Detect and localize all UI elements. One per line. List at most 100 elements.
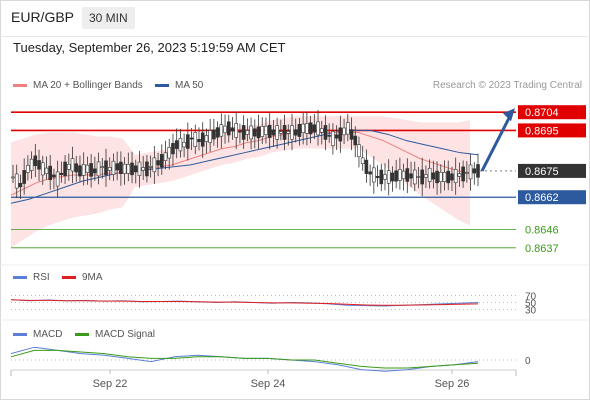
legend-ma20: MA 20 + Bollinger Bands bbox=[13, 80, 143, 91]
candle-body bbox=[22, 170, 26, 184]
level-label-4: 0.8646 bbox=[525, 225, 559, 237]
legend-macd-signal-label: MACD Signal bbox=[95, 329, 156, 340]
candle-body bbox=[163, 152, 168, 161]
candle-body bbox=[290, 125, 294, 140]
ma50-line bbox=[10, 129, 479, 204]
level-label-0: 0.8704 bbox=[525, 107, 559, 119]
candle-body bbox=[137, 161, 142, 176]
candle-body bbox=[409, 173, 413, 179]
timeframe-badge[interactable]: 30 MIN bbox=[82, 7, 135, 29]
legend-macd-signal: MACD Signal bbox=[75, 329, 155, 340]
level-label-2: 0.8675 bbox=[525, 166, 559, 178]
candle-body bbox=[37, 160, 41, 170]
candle-body bbox=[264, 125, 268, 135]
candle-body bbox=[182, 141, 186, 148]
candle-body bbox=[204, 135, 209, 142]
level-label-5: 0.8637 bbox=[525, 243, 559, 255]
candle-body bbox=[193, 132, 198, 147]
candle-body bbox=[55, 171, 60, 187]
legend-9ma-label: 9MA bbox=[82, 272, 103, 283]
candle-body bbox=[342, 127, 346, 136]
candle-body bbox=[44, 167, 49, 175]
candle-body bbox=[461, 166, 465, 182]
candle-body bbox=[360, 157, 365, 164]
rsi-tick-label-2: 30 bbox=[525, 306, 537, 317]
candle-body bbox=[435, 170, 439, 184]
candle-body bbox=[279, 131, 283, 134]
candle-body bbox=[52, 174, 56, 178]
candle-body bbox=[275, 125, 279, 140]
level-tag-1 bbox=[518, 123, 586, 138]
candle-body bbox=[40, 162, 45, 176]
candle-body bbox=[197, 138, 201, 143]
level-tag-3 bbox=[518, 190, 586, 205]
candle-body bbox=[48, 165, 53, 181]
candle-body bbox=[89, 163, 93, 177]
candle-body bbox=[74, 163, 79, 173]
ma20-swatch bbox=[13, 84, 27, 87]
candle-body bbox=[234, 123, 238, 138]
legend-rsi-label: RSI bbox=[33, 272, 50, 283]
candle-body bbox=[141, 167, 145, 171]
candle-body bbox=[312, 124, 317, 133]
rsi-tick-label-0: 70 bbox=[525, 292, 537, 303]
candle-body bbox=[130, 162, 134, 176]
candle-body bbox=[390, 172, 395, 182]
candle-body bbox=[133, 165, 138, 173]
legend-ma50: MA 50 bbox=[155, 80, 203, 91]
candle-body bbox=[104, 160, 108, 176]
candle-body bbox=[319, 128, 324, 133]
candle-body bbox=[297, 123, 302, 137]
candle-body bbox=[405, 168, 410, 182]
candle-body bbox=[249, 125, 253, 140]
candle-body bbox=[301, 123, 305, 133]
candle-body bbox=[200, 132, 205, 147]
candle-body bbox=[465, 172, 469, 174]
candle-body bbox=[271, 129, 276, 136]
candle-body bbox=[286, 131, 291, 134]
candle-body bbox=[14, 173, 19, 189]
candle-body bbox=[59, 172, 64, 176]
candle-body bbox=[476, 164, 480, 178]
level-tag-0 bbox=[518, 105, 586, 120]
candle-body bbox=[446, 170, 451, 184]
candle-body bbox=[260, 126, 265, 137]
candle-body bbox=[174, 140, 179, 149]
candle-body bbox=[219, 124, 224, 137]
macd-swatch bbox=[13, 333, 27, 336]
candle-body bbox=[111, 160, 116, 175]
candle-body bbox=[119, 161, 123, 174]
candle-body bbox=[145, 161, 149, 177]
candle-body bbox=[420, 169, 425, 185]
candle-body bbox=[386, 170, 391, 184]
candle-body bbox=[357, 144, 361, 157]
candle-body bbox=[416, 176, 421, 178]
candle-body bbox=[115, 163, 119, 171]
candle-body bbox=[368, 171, 372, 175]
rsi-series-9ma bbox=[10, 299, 479, 306]
candle-body bbox=[394, 170, 398, 182]
candle-body bbox=[230, 127, 235, 132]
candle-body bbox=[171, 143, 175, 155]
candle-body bbox=[148, 166, 153, 168]
bollinger-band bbox=[11, 116, 470, 248]
candle-body bbox=[305, 123, 309, 134]
candle-body bbox=[375, 175, 380, 178]
candle-body bbox=[186, 134, 190, 149]
header-bar: EUR/GBP 30 MIN bbox=[0, 0, 588, 37]
candle-body bbox=[472, 168, 477, 174]
candle-body bbox=[93, 168, 97, 174]
forecast-arrow-head bbox=[503, 108, 515, 122]
9ma-swatch bbox=[62, 276, 76, 279]
macd-tick-label-0: 0 bbox=[525, 356, 531, 367]
datetime-label: Tuesday, September 26, 2023 5:19:59 AM C… bbox=[13, 40, 286, 55]
candle-body bbox=[245, 130, 250, 135]
candle-body bbox=[334, 134, 339, 139]
candle-body bbox=[338, 127, 343, 142]
level-label-3: 0.8662 bbox=[525, 192, 559, 204]
candle-body bbox=[442, 172, 447, 182]
candle-body bbox=[67, 164, 71, 170]
candle-body bbox=[457, 173, 462, 177]
x-tick-label-0: Sep 22 bbox=[93, 378, 128, 390]
legend-ma50-label: MA 50 bbox=[175, 80, 204, 91]
